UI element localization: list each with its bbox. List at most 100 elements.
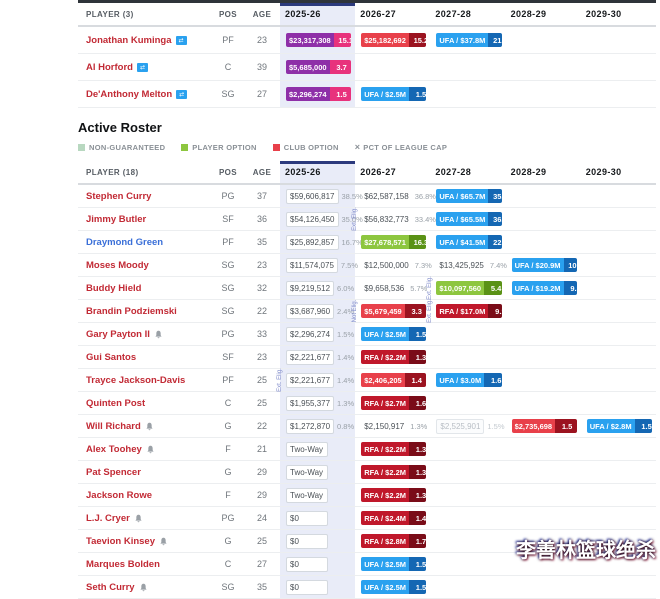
- player-column-header[interactable]: PLAYER (3): [86, 9, 134, 19]
- table-row: Jackson Rowe F 29 Two-Way RFA / $2.2M 1.3: [78, 484, 656, 507]
- season-column-header[interactable]: 2029-30: [585, 167, 622, 177]
- position-label: SF: [222, 214, 234, 224]
- season-cell-2027-28: $2,525,901 1.5%: [430, 415, 505, 437]
- bell-icon[interactable]: [139, 583, 148, 592]
- player-link[interactable]: Gui Santos: [86, 351, 137, 363]
- bell-icon[interactable]: [154, 330, 163, 339]
- player-link[interactable]: Buddy Hield: [86, 282, 142, 294]
- chip-value: $27,678,571: [361, 235, 409, 249]
- season-cell-2028-29: [506, 507, 581, 529]
- bell-icon[interactable]: [146, 445, 155, 454]
- player-link[interactable]: Jimmy Butler: [86, 213, 147, 225]
- player-link[interactable]: De'Anthony Melton: [86, 88, 173, 100]
- player-link[interactable]: Will Richard: [86, 420, 141, 432]
- player-link[interactable]: Moses Moody: [86, 259, 149, 271]
- player-cell: Draymond Green: [78, 237, 212, 248]
- season-cell-2028-29: [506, 323, 581, 345]
- salary-value: $9,658,536: [364, 283, 405, 293]
- player-link[interactable]: Marques Bolden: [86, 558, 160, 570]
- salary-chip: $5,679,459 3.3: [361, 304, 427, 318]
- salary-value-cell: $13,425,925 7.4%: [436, 259, 507, 272]
- active-roster-section: Active Roster NON-GUARANTEED PLAYER OPTIO…: [78, 120, 656, 152]
- season-cell-2029-30: [581, 231, 656, 253]
- season-cell-2026-27: $2,406,205 1.4: [355, 369, 430, 391]
- salary-value: Two-Way: [286, 487, 329, 503]
- trade-icon[interactable]: ⇄: [175, 35, 187, 45]
- age-label: 21: [256, 444, 267, 454]
- trade-icon[interactable]: ⇄: [176, 89, 188, 99]
- chip-value: UFA / $2.5M: [361, 327, 410, 341]
- player-link[interactable]: Draymond Green: [86, 236, 164, 248]
- pos-column-header[interactable]: POS: [218, 9, 238, 19]
- season-column-header[interactable]: 2028-29: [510, 9, 547, 19]
- trade-icon[interactable]: ⇄: [136, 62, 148, 72]
- salary-chip: RFA / $17.0M9.1: [436, 304, 502, 318]
- bell-icon[interactable]: [145, 422, 154, 431]
- season-cell-2026-27: RFA / $2.2M 1.3: [355, 438, 430, 460]
- age-label: 27: [256, 559, 267, 569]
- season-cell-2025-26: $2,296,274 1.5: [280, 81, 355, 107]
- extension-eligibility-label: Not Elig.: [352, 299, 359, 323]
- season-column-header[interactable]: 2025-26: [280, 3, 355, 25]
- salary-value: $12,500,000: [364, 260, 409, 270]
- pending-table-header: PLAYER (3) POS AGE 2025-26 2026-27 2027-28 202…: [78, 3, 656, 27]
- season-column-header[interactable]: 2026-27: [360, 167, 397, 177]
- player-link[interactable]: Alex Toohey: [86, 443, 142, 455]
- player-link[interactable]: Stephen Curry: [86, 190, 152, 202]
- chip-value: $2,406,205: [361, 373, 405, 387]
- season-cell-2025-26: $0: [280, 530, 355, 552]
- cap-pct-value: 35.0%: [341, 214, 363, 224]
- player-column-header[interactable]: PLAYER (18): [86, 167, 139, 177]
- season-column-header[interactable]: 2026-27: [360, 9, 397, 19]
- salary-chip: UFA / $2.5M 1.5: [361, 327, 427, 341]
- season-cell-2028-29: [506, 54, 581, 80]
- player-link[interactable]: Trayce Jackson-Davis: [86, 374, 186, 386]
- season-column-header[interactable]: 2027-28: [435, 9, 472, 19]
- player-link[interactable]: L.J. Cryer: [86, 512, 130, 524]
- age-column-header[interactable]: AGE: [252, 9, 272, 19]
- season-cell-2029-30: [581, 461, 656, 483]
- player-cell: Will Richard: [78, 421, 212, 432]
- season-cell-2029-30: [581, 392, 656, 414]
- salary-value: Two-Way: [286, 441, 329, 457]
- season-cell-2026-27: UFA / $2.5M 1.5: [355, 553, 430, 575]
- pos-column-header[interactable]: POS: [218, 167, 238, 177]
- player-link[interactable]: Jackson Rowe: [86, 489, 152, 501]
- position-label: G: [224, 421, 232, 431]
- salary-value: $56,832,773: [364, 214, 409, 224]
- season-cell-2025-26: Ext. Elig. $2,221,677 1.4%: [277, 368, 355, 392]
- season-cell-2025-26: $9,219,512 6.0%: [280, 277, 355, 299]
- player-cell: Moses Moody: [78, 260, 212, 271]
- season-column-header[interactable]: 2028-29: [510, 167, 547, 177]
- bell-icon[interactable]: [159, 537, 168, 546]
- chip-pct: 10.7: [563, 258, 577, 272]
- player-link[interactable]: Al Horford: [86, 61, 133, 73]
- player-cell: Quinten Post: [78, 398, 212, 409]
- player-link[interactable]: Seth Curry: [86, 581, 135, 593]
- player-link[interactable]: Jonathan Kuminga: [86, 34, 172, 46]
- player-cell: Trayce Jackson-Davis: [78, 375, 212, 386]
- salary-value: $9,219,512: [286, 280, 335, 296]
- age-column-header[interactable]: AGE: [252, 167, 272, 177]
- player-link[interactable]: Gary Payton II: [86, 328, 150, 340]
- season-cell-2026-27: $9,658,536 5.7%: [355, 277, 430, 299]
- chip-value: UFA / $2.8M: [586, 419, 635, 433]
- chip-value: UFA / $2.5M: [361, 557, 410, 571]
- season-column-header[interactable]: 2025-26: [280, 161, 355, 183]
- position-label: SG: [221, 306, 235, 316]
- season-cell-2028-29: [506, 231, 581, 253]
- player-link[interactable]: Pat Spencer: [86, 466, 141, 478]
- player-cell: Buddy Hield: [78, 283, 212, 294]
- chip-pct: 35.1: [488, 189, 502, 203]
- season-column-header[interactable]: 2027-28: [435, 167, 472, 177]
- salary-value-cell: $2,525,901 1.5%: [436, 418, 505, 434]
- position-label: SF: [222, 352, 234, 362]
- bell-icon[interactable]: [134, 514, 143, 523]
- player-link[interactable]: Quinten Post: [86, 397, 146, 409]
- season-column-header[interactable]: 2029-30: [585, 9, 622, 19]
- age-label: 25: [256, 536, 267, 546]
- player-link[interactable]: Brandin Podziemski: [86, 305, 177, 317]
- player-link[interactable]: Taevion Kinsey: [86, 535, 155, 547]
